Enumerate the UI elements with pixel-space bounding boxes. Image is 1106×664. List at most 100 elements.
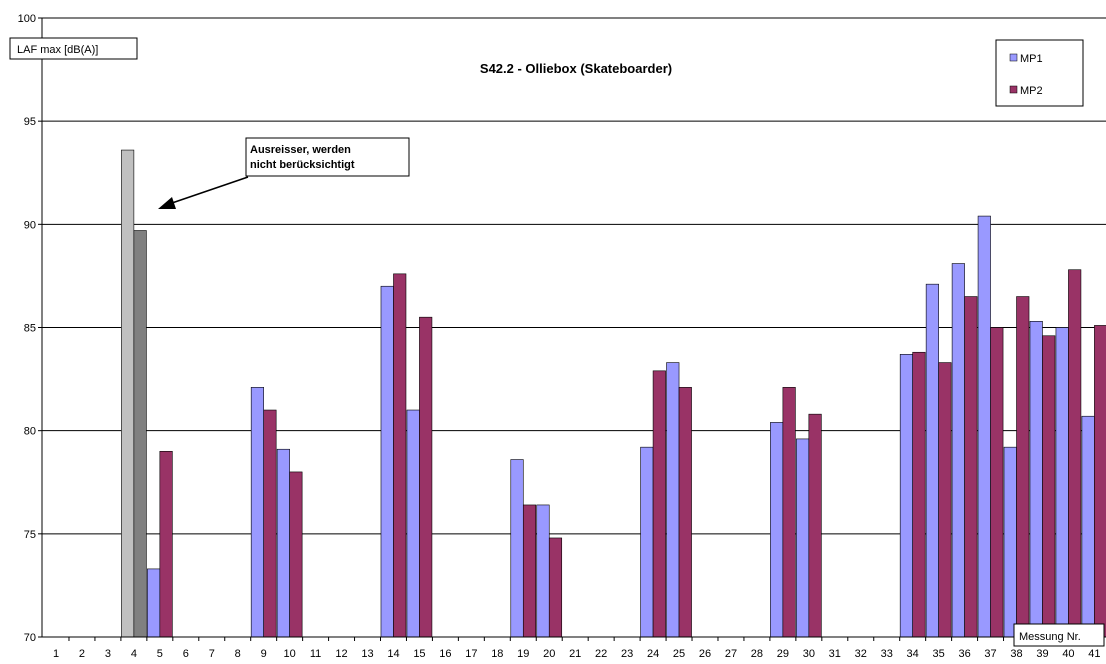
bar-mp2-29: [782, 387, 796, 638]
x-tick-label-13: 13: [361, 648, 373, 660]
bar-mp2-41: [1094, 325, 1106, 638]
bar-mp1-20: [536, 504, 550, 638]
x-tick-label-20: 20: [543, 648, 555, 660]
bar-mp2-38: [1016, 296, 1030, 638]
bar-mp1-4: [121, 149, 135, 638]
x-tick-label-21: 21: [569, 648, 581, 660]
bar-mp1-37: [977, 215, 991, 638]
x-tick-label-9: 9: [261, 648, 267, 660]
x-tick-label-19: 19: [517, 648, 529, 660]
y-tick-label-80: 80: [24, 426, 36, 438]
x-tick-label-26: 26: [699, 648, 711, 660]
x-tick-label-34: 34: [907, 648, 919, 660]
chart-title: S42.2 - Olliebox (Skateboarder): [480, 61, 672, 76]
x-tick-label-18: 18: [491, 648, 503, 660]
y-tick-labels: 70 75 80 85 90 95 100: [18, 13, 42, 644]
x-tick-label-39: 39: [1036, 648, 1048, 660]
x-tick-label-16: 16: [439, 648, 451, 660]
x-tick-label-25: 25: [673, 648, 685, 660]
bar-mp1-14: [380, 285, 394, 638]
bar-mp2-20: [548, 537, 563, 638]
bar-mp2-39: [1042, 335, 1056, 638]
bar-mp1-29: [770, 422, 784, 638]
legend-swatch-mp2: [1009, 85, 1018, 94]
x-tick-label-4: 4: [131, 648, 137, 660]
bar-mp1-5: [147, 568, 161, 638]
bar-mp2-14: [393, 273, 407, 638]
bar-mp1-9: [250, 387, 264, 638]
annotation-arrow-head: [158, 197, 176, 209]
x-tick-label-33: 33: [881, 648, 893, 660]
x-tick-label-8: 8: [235, 648, 241, 660]
bar-mp2-10: [289, 471, 303, 638]
x-tick-label-36: 36: [958, 648, 970, 660]
x-tick-label-40: 40: [1062, 648, 1074, 660]
bar-mp2-15: [419, 316, 433, 638]
bar-mp1-25: [666, 362, 680, 638]
legend-swatch-mp1: [1009, 53, 1018, 62]
y-axis-label: LAF max [dB(A)]: [17, 44, 98, 56]
y-tick-label-75: 75: [24, 529, 36, 541]
bar-mp1-24: [640, 446, 654, 638]
legend-label-mp1: MP1: [1020, 53, 1043, 65]
bar-mp1-35: [925, 283, 939, 638]
x-tick-label-31: 31: [829, 648, 841, 660]
y-tick-label-100: 100: [18, 13, 36, 25]
x-tick-label-10: 10: [284, 648, 296, 660]
x-tick-label-32: 32: [855, 648, 867, 660]
bar-mp1-34: [899, 354, 913, 638]
y-tick-label-85: 85: [24, 323, 36, 335]
annotation-box: [245, 137, 410, 177]
bar-mp2-34: [912, 351, 926, 638]
x-tick-label-7: 7: [209, 648, 215, 660]
y-tick-label-70: 70: [24, 632, 36, 644]
x-tick-label-35: 35: [933, 648, 945, 660]
bar-mp1-39: [1029, 321, 1043, 638]
x-tick-label-28: 28: [751, 648, 763, 660]
x-tick-label-6: 6: [183, 648, 189, 660]
bar-mp2-36: [964, 296, 978, 638]
ylabel-box: [9, 37, 138, 60]
x-tick-label-14: 14: [387, 648, 399, 660]
bar-mp1-36: [951, 263, 965, 638]
bar-mp2-40: [1068, 269, 1082, 638]
x-tick-label-30: 30: [803, 648, 815, 660]
bar-mp2-35: [938, 362, 952, 638]
x-tick-label-38: 38: [1010, 648, 1022, 660]
x-tick-label-2: 2: [79, 648, 85, 660]
x-tick-label-15: 15: [413, 648, 425, 660]
y-tick-label-90: 90: [24, 219, 36, 231]
x-tick-labels: 1 2 3 4 5 6 7 8 9 10 11 12 13 14 15 16 17 18 19 20 21 22 23 24 2…: [53, 637, 1101, 660]
annotation-arrow-line: [171, 176, 249, 204]
x-tick-label-37: 37: [984, 648, 996, 660]
annotation-line-2: nicht berücksichtigt: [250, 159, 355, 171]
bar-mp1-10: [276, 448, 290, 638]
x-tick-label-27: 27: [725, 648, 737, 660]
bar-mp2-9: [263, 409, 277, 638]
bars: [121, 149, 1106, 638]
bar-mp2-30: [808, 413, 822, 638]
x-tick-label-24: 24: [647, 648, 659, 660]
bar-mp2-25: [678, 387, 692, 638]
bar-mp2-5: [159, 450, 173, 638]
xlabel-box: [1013, 623, 1105, 647]
x-tick-label-22: 22: [595, 648, 607, 660]
bar-mp2-19: [522, 504, 537, 638]
annotation-line-1: Ausreisser, werden: [250, 144, 351, 156]
bar-mp2-4: [133, 230, 147, 638]
x-tick-label-17: 17: [465, 648, 477, 660]
bar-mp1-38: [1003, 446, 1017, 638]
x-tick-label-11: 11: [310, 648, 321, 660]
bar-mp1-41: [1081, 415, 1095, 638]
bar-mp1-40: [1055, 327, 1069, 638]
y-tick-label-95: 95: [24, 116, 36, 128]
x-tick-label-23: 23: [621, 648, 633, 660]
x-axis-label: Messung Nr.: [1019, 631, 1081, 643]
legend-label-mp2: MP2: [1020, 85, 1043, 97]
x-tick-label-12: 12: [335, 648, 347, 660]
x-tick-label-3: 3: [105, 648, 111, 660]
x-tick-label-1: 1: [53, 648, 59, 660]
x-tick-label-29: 29: [777, 648, 789, 660]
bar-mp1-15: [406, 409, 420, 638]
